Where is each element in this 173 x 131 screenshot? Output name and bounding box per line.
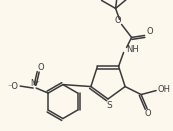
Text: O: O: [38, 63, 44, 72]
Text: N⁺: N⁺: [30, 79, 40, 88]
Text: OH: OH: [158, 85, 171, 94]
Text: NH: NH: [126, 45, 139, 54]
Text: S: S: [106, 102, 112, 111]
Text: ⁻O: ⁻O: [8, 82, 19, 91]
Text: O: O: [146, 27, 153, 36]
Text: O: O: [114, 16, 121, 25]
Text: O: O: [145, 109, 151, 118]
